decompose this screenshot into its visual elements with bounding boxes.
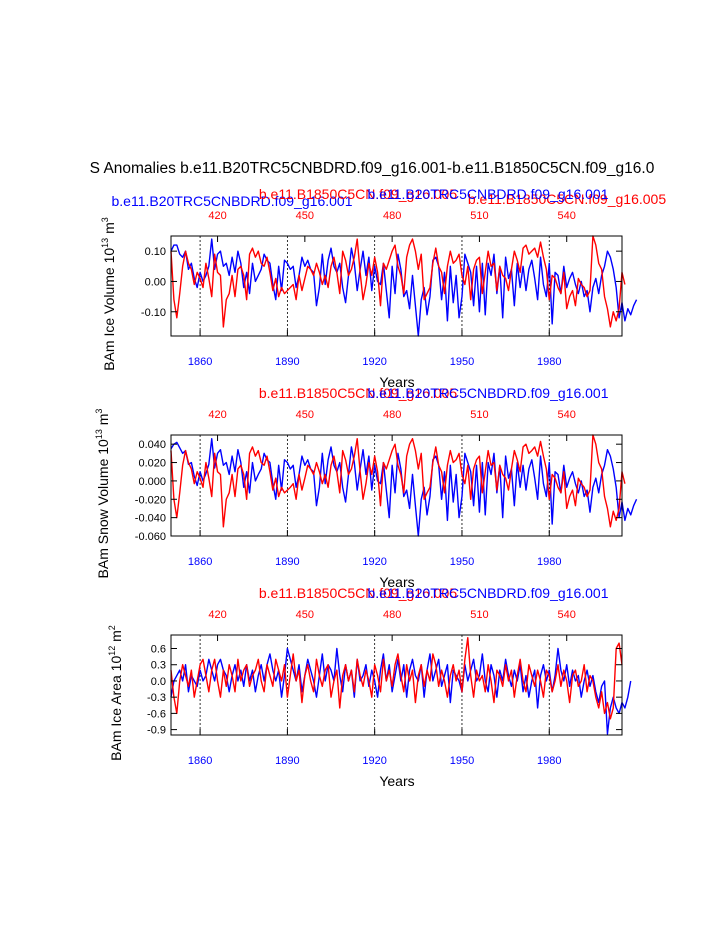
blue-series-line	[170, 238, 638, 337]
y-tick-label: -0.060	[135, 531, 166, 543]
y-tick-label: -0.9	[147, 725, 166, 737]
x-tick-label-top: 510	[470, 409, 488, 421]
plot-frame	[170, 235, 623, 337]
red-series-line	[170, 235, 626, 328]
x-tick-label-top: 420	[208, 409, 226, 421]
x-axis-title: Years	[379, 773, 414, 789]
x-tick-label-top: 540	[558, 210, 576, 222]
x-tick-label-bottom: 1980	[537, 755, 561, 767]
x-tick-label-top: 540	[558, 609, 576, 621]
x-tick-label-top: 450	[296, 609, 314, 621]
blue-run-label: b.e11.B20TRC5CNBDRD.f09_g16.001	[368, 585, 609, 601]
blue-run-label: b.e11.B20TRC5CNBDRD.f09_g16.001	[368, 385, 609, 401]
x-tick-label-top: 510	[470, 609, 488, 621]
y-tick-label: 0.3	[151, 660, 166, 672]
y-tick-label: -0.020	[135, 494, 166, 506]
red-series-line	[170, 434, 626, 528]
x-tick-label-bottom: 1890	[275, 755, 299, 767]
x-tick-label-bottom: 1860	[188, 356, 212, 368]
y-tick-label: 0.040	[138, 439, 166, 451]
y-tick-label: 0.020	[138, 458, 166, 470]
y-axis-title-exponent: 13	[100, 238, 110, 248]
y-tick-label: 0.00	[145, 276, 166, 288]
x-tick-label-top: 480	[383, 409, 401, 421]
x-tick-label-top: 420	[208, 210, 226, 222]
x-axis-title: Years	[379, 374, 414, 390]
y-tick-label: 0.10	[145, 246, 166, 258]
y-axis-title-exponent: 13	[94, 429, 104, 439]
red-run-label: b.e11.B1850C5CN.f09_g16.005	[259, 585, 457, 601]
x-tick-label-top: 480	[383, 609, 401, 621]
red-run-label: b.e11.B1850C5CN.f09_g16.005	[259, 186, 457, 202]
x-tick-label-top: 420	[208, 609, 226, 621]
red-run-label: b.e11.B1850C5CN.f09_g16.005	[259, 385, 457, 401]
y-tick-label: 0.6	[151, 644, 166, 656]
y-axis-title-exponent: 12	[107, 646, 117, 656]
y-axis-title: BAm Snow Volume 1013 m3	[94, 409, 111, 579]
x-tick-label-top: 540	[558, 409, 576, 421]
red-series-line	[170, 637, 623, 720]
x-tick-label-bottom: 1860	[188, 556, 212, 568]
y-axis-title-unit-exponent: 2	[107, 625, 117, 630]
y-axis-title-unit: m	[108, 630, 124, 646]
x-tick-label-bottom: 1890	[275, 356, 299, 368]
figure-title: S Anomalies b.e11.B20TRC5CNBDRD.f09_g16.…	[90, 160, 655, 177]
x-tick-label-bottom: 1950	[450, 356, 474, 368]
y-axis-title-unit-exponent: 3	[94, 409, 104, 414]
x-tick-label-bottom: 1950	[450, 556, 474, 568]
y-axis-title-unit: m	[95, 414, 111, 430]
plot-frame	[170, 634, 623, 736]
y-tick-label: -0.3	[147, 692, 166, 704]
x-tick-label-top: 480	[383, 210, 401, 222]
x-tick-label-bottom: 1980	[537, 356, 561, 368]
x-tick-label-top: 450	[296, 409, 314, 421]
y-tick-label: 0.000	[138, 476, 166, 488]
blue-run-label: b.e11.B20TRC5CNBDRD.f09_g16.001	[368, 186, 609, 202]
y-axis-title: BAm Ice Area 1012 m2	[107, 625, 124, 761]
x-axis-title: Years	[379, 574, 414, 590]
y-axis-title-main: BAm Ice Volume 10	[101, 248, 117, 371]
plot-frame	[170, 434, 623, 537]
y-axis-title-main: BAm Ice Area 10	[108, 656, 124, 761]
y-axis-title-main: BAm Snow Volume 10	[95, 439, 111, 579]
y-tick-label: -0.10	[141, 307, 166, 319]
x-tick-label-top: 510	[470, 210, 488, 222]
x-tick-label-bottom: 1980	[537, 556, 561, 568]
x-tick-label-top: 450	[296, 210, 314, 222]
x-tick-label-bottom: 1920	[362, 755, 386, 767]
title-overlap-red-label: b.e11.B1850C5CN.f09_g16.005	[468, 191, 666, 207]
x-tick-label-bottom: 1920	[362, 556, 386, 568]
panel-ice-area: b.e11.B1850C5CN.f09_g16.005b.e11.B20TRC5…	[107, 585, 632, 789]
panel-ice-volume: b.e11.B1850C5CN.f09_g16.005b.e11.B20TRC5…	[100, 186, 638, 390]
y-axis-title-unit: m	[101, 222, 117, 238]
x-tick-label-bottom: 1920	[362, 356, 386, 368]
y-axis-title: BAm Ice Volume 1013 m3	[100, 217, 117, 371]
blue-series-line	[170, 437, 638, 537]
panel-snow-volume: b.e11.B1850C5CN.f09_g16.005b.e11.B20TRC5…	[94, 385, 638, 590]
x-tick-label-bottom: 1890	[275, 556, 299, 568]
y-axis-title-unit-exponent: 3	[100, 217, 110, 222]
x-tick-label-bottom: 1860	[188, 755, 212, 767]
x-tick-label-bottom: 1950	[450, 755, 474, 767]
y-tick-label: 0.0	[151, 676, 166, 688]
title-overlap-blue-label: b.e11.B20TRC5CNBDRD.f09_g16.001	[112, 193, 353, 209]
y-tick-label: -0.040	[135, 513, 166, 525]
y-tick-label: -0.6	[147, 708, 166, 720]
